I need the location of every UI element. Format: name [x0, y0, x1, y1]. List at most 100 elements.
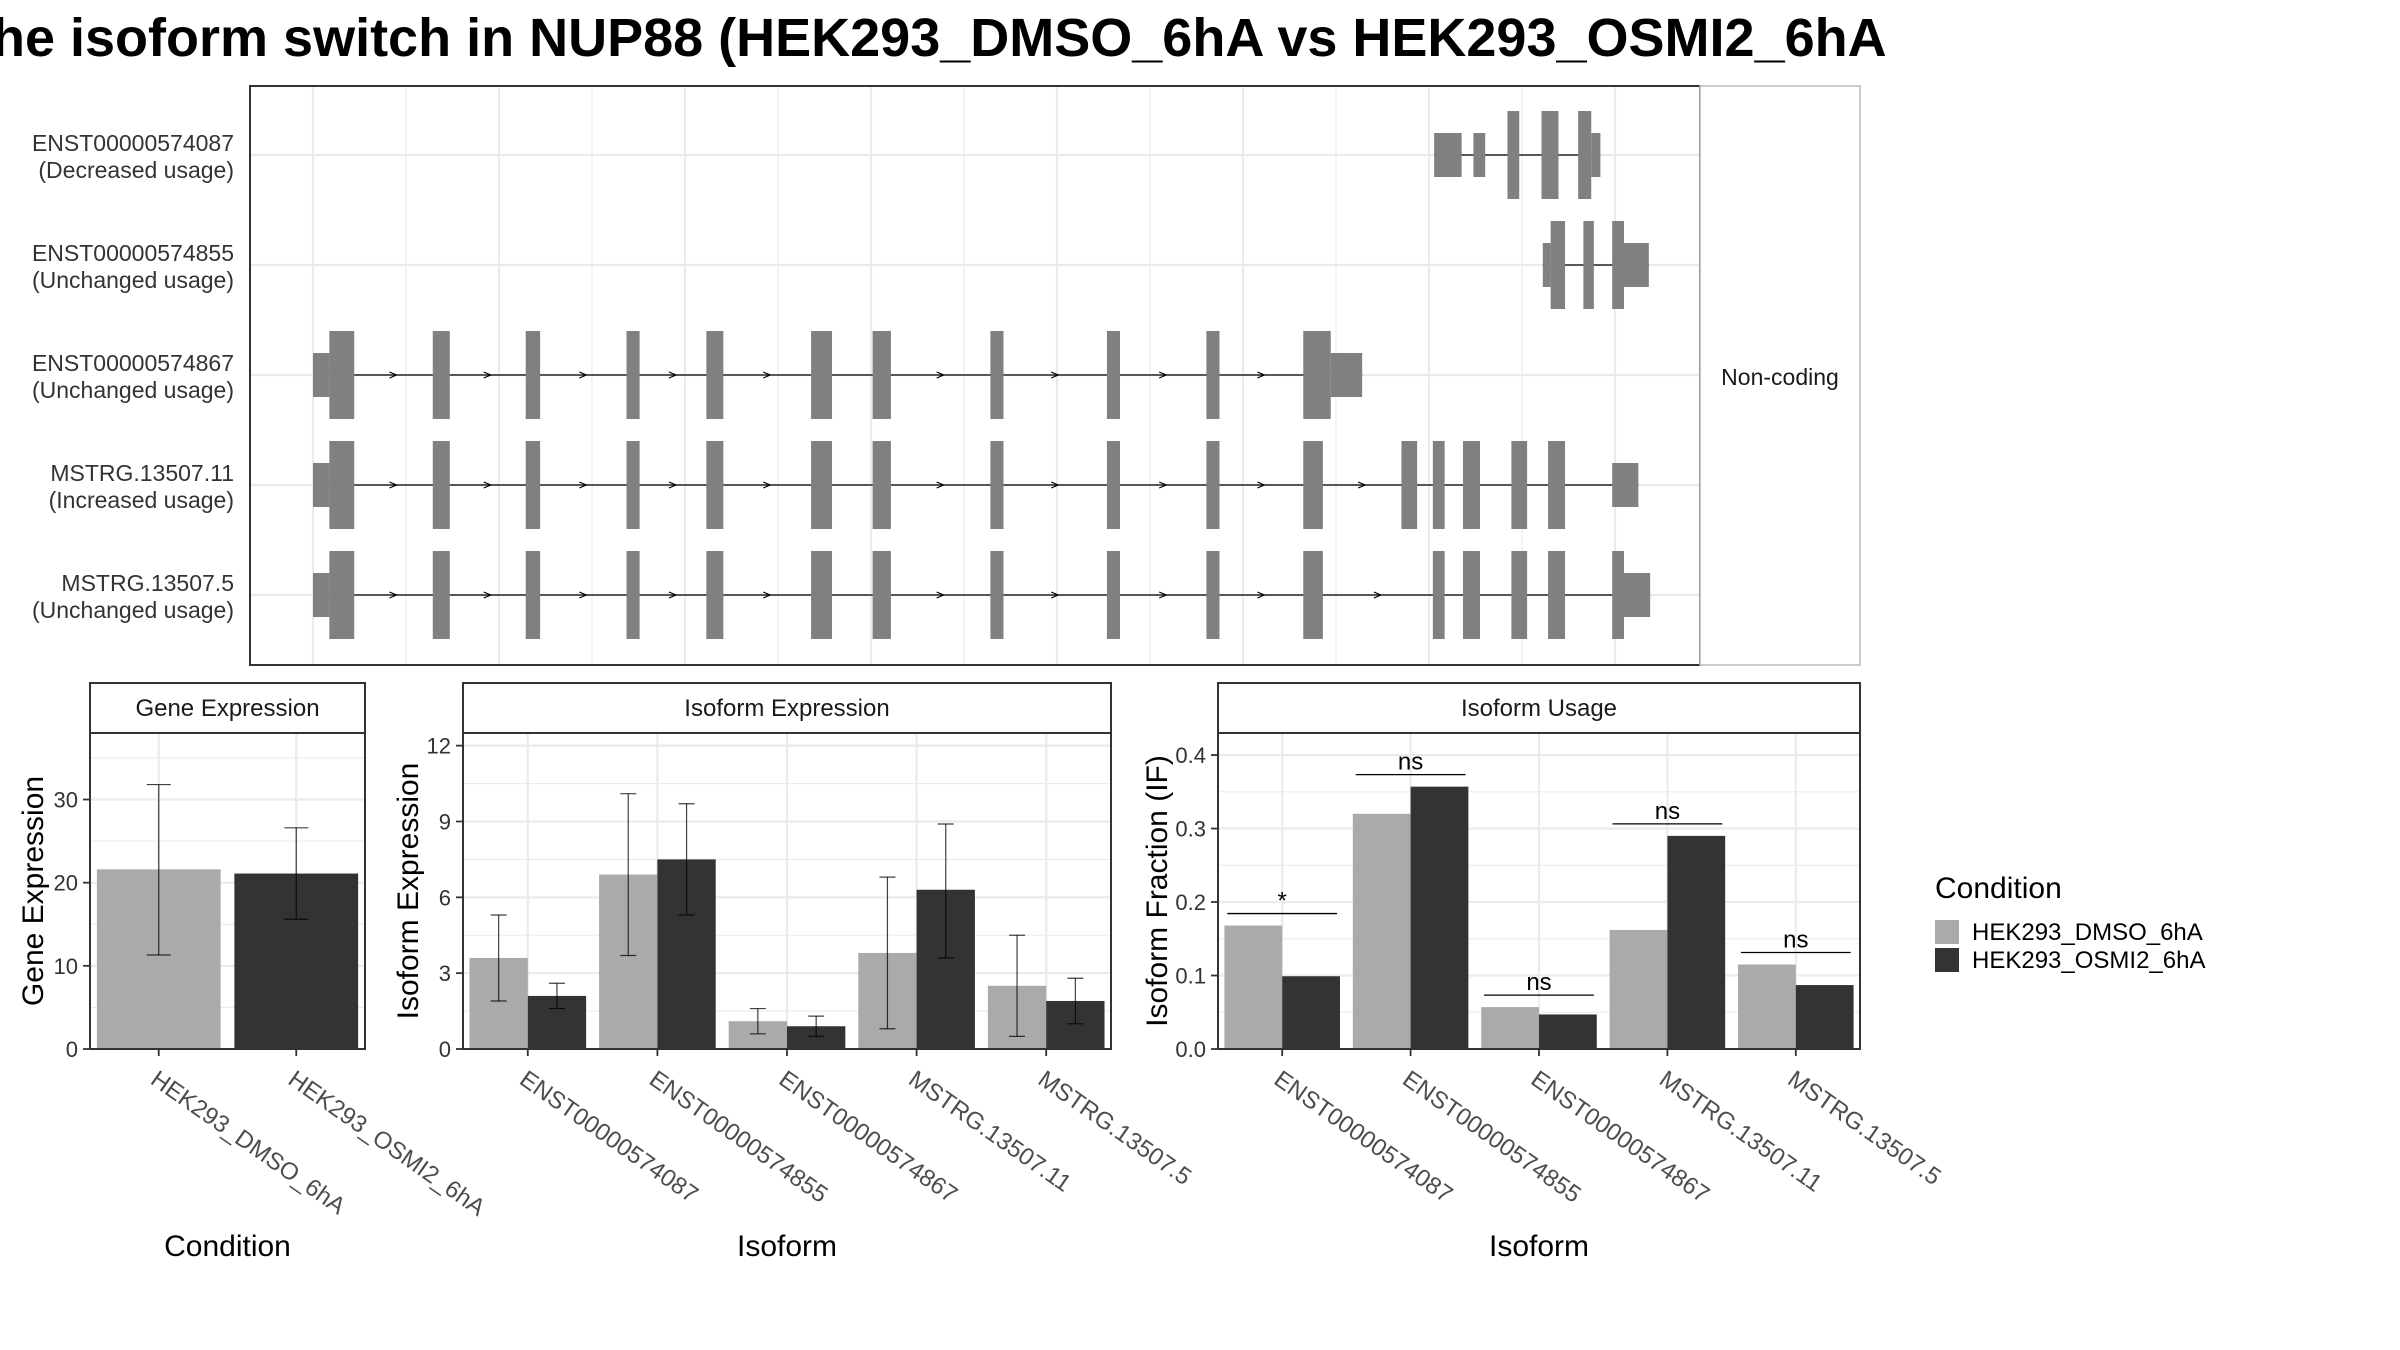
cds-exon	[872, 441, 891, 529]
cds-exon	[1612, 551, 1624, 639]
cds-exon	[1550, 221, 1566, 309]
gene-expression-panel: Gene Expression0102030HEK293_DMSO_6hAHEK…	[17, 682, 490, 1263]
strand-arrow	[936, 371, 946, 379]
cds-exon	[525, 551, 541, 639]
cds-exon	[1511, 551, 1528, 639]
strand-arrow	[579, 371, 588, 379]
cds-exon	[706, 331, 724, 419]
y-tick-label: 6	[439, 885, 451, 910]
strand-arrow	[1050, 591, 1060, 599]
y-tick-label: 10	[54, 954, 78, 979]
strand-arrow	[389, 591, 399, 599]
strand-arrow	[668, 481, 678, 489]
significance-label: ns	[1526, 969, 1551, 996]
utr-exon	[1612, 463, 1639, 507]
cds-exon	[1578, 111, 1592, 199]
utr-exon	[313, 353, 330, 397]
y-tick-label: 0.4	[1175, 743, 1206, 768]
bar	[1795, 985, 1854, 1049]
strand-arrow	[1050, 481, 1060, 489]
strand-arrow	[668, 591, 678, 599]
strand-arrow	[389, 481, 399, 489]
strand-arrow	[579, 481, 588, 489]
utr-exon	[1623, 573, 1651, 617]
y-tick-label: 30	[54, 788, 78, 813]
x-axis-title: Isoform	[1489, 1230, 1589, 1263]
cds-exon	[872, 551, 891, 639]
cds-exon	[811, 331, 833, 419]
strand-arrow	[762, 371, 772, 379]
strand-arrow	[1050, 371, 1060, 379]
bar	[787, 1026, 846, 1049]
x-axis-title: Condition	[164, 1230, 291, 1263]
utr-exon	[1591, 133, 1601, 177]
legend-swatch	[1935, 920, 1959, 944]
cds-exon	[329, 551, 355, 639]
isoform-expression-panel: Isoform Expression036912ENST00000574087E…	[392, 682, 1196, 1263]
cds-exon	[1106, 551, 1120, 639]
figure-title: he isoform switch in NUP88 (HEK293_DMSO_…	[0, 8, 1887, 68]
strand-arrow	[1158, 591, 1168, 599]
cds-exon	[1548, 551, 1566, 639]
cds-exon	[525, 441, 541, 529]
isoform-usage-panel: Isoform Usage*nsnsnsns0.00.10.20.30.4ENS…	[1141, 682, 1946, 1263]
transcript-usage-label: (Unchanged usage)	[32, 597, 234, 623]
bar	[1410, 786, 1469, 1049]
cds-exon	[329, 441, 355, 529]
bar	[1481, 1007, 1539, 1049]
bar	[1667, 835, 1726, 1049]
significance-label: ns	[1783, 926, 1808, 953]
strand-arrow	[483, 591, 493, 599]
panel-strip	[462, 682, 1112, 734]
panel-title: Isoform Usage	[1461, 695, 1617, 722]
cds-exon	[990, 331, 1004, 419]
y-tick-label: 0	[439, 1037, 451, 1062]
bar	[1224, 925, 1283, 1049]
cds-exon	[811, 441, 833, 529]
y-axis-title: Isoform Fraction (IF)	[1141, 755, 1174, 1027]
legend-label: HEK293_DMSO_6hA	[1972, 919, 2203, 946]
significance-label: *	[1278, 888, 1287, 915]
y-tick-label: 0.2	[1175, 890, 1206, 915]
transcript-id-label: MSTRG.13507.11	[50, 460, 234, 486]
strand-arrow	[1257, 591, 1266, 599]
strand-arrow	[1357, 481, 1367, 489]
strand-arrow	[1158, 481, 1168, 489]
cds-exon	[1432, 441, 1445, 529]
strand-arrow	[389, 371, 399, 379]
strand-arrow	[936, 591, 946, 599]
legend-title: Condition	[1935, 872, 2062, 905]
panel-strip	[1217, 682, 1861, 734]
legend-label: HEK293_OSMI2_6hA	[1972, 947, 2205, 974]
transcript-id-label: MSTRG.13507.5	[61, 570, 234, 596]
panel-title: Isoform Expression	[684, 695, 889, 722]
cds-exon	[1206, 331, 1220, 419]
strand-arrow	[762, 591, 772, 599]
strand-arrow	[483, 371, 493, 379]
cds-exon	[432, 441, 450, 529]
cds-exon	[329, 331, 355, 419]
strand-arrow	[762, 481, 772, 489]
panel-border	[89, 732, 366, 1050]
y-tick-label: 0.3	[1175, 817, 1206, 842]
cds-exon	[1401, 441, 1418, 529]
cds-exon	[706, 441, 724, 529]
cds-exon	[626, 551, 640, 639]
cds-exon	[1206, 441, 1220, 529]
transcript-usage-label: (Increased usage)	[49, 487, 234, 513]
y-tick-label: 9	[439, 809, 451, 834]
y-tick-label: 12	[427, 734, 451, 759]
cds-exon	[872, 331, 891, 419]
transcript-id-label: ENST00000574087	[32, 130, 234, 156]
transcript-structure-panel: ENST00000574087(Decreased usage) ENST0000…	[32, 85, 1861, 666]
y-tick-label: 0.1	[1175, 964, 1206, 989]
utr-exon	[313, 573, 330, 617]
transcript-usage-label: (Decreased usage)	[38, 157, 234, 183]
y-axis-title: Gene Expression	[17, 776, 50, 1006]
cds-exon	[1541, 111, 1559, 199]
legend-swatch	[1935, 948, 1959, 972]
cds-exon	[1612, 221, 1624, 309]
cds-exon	[1432, 551, 1445, 639]
cds-exon	[1511, 441, 1528, 529]
